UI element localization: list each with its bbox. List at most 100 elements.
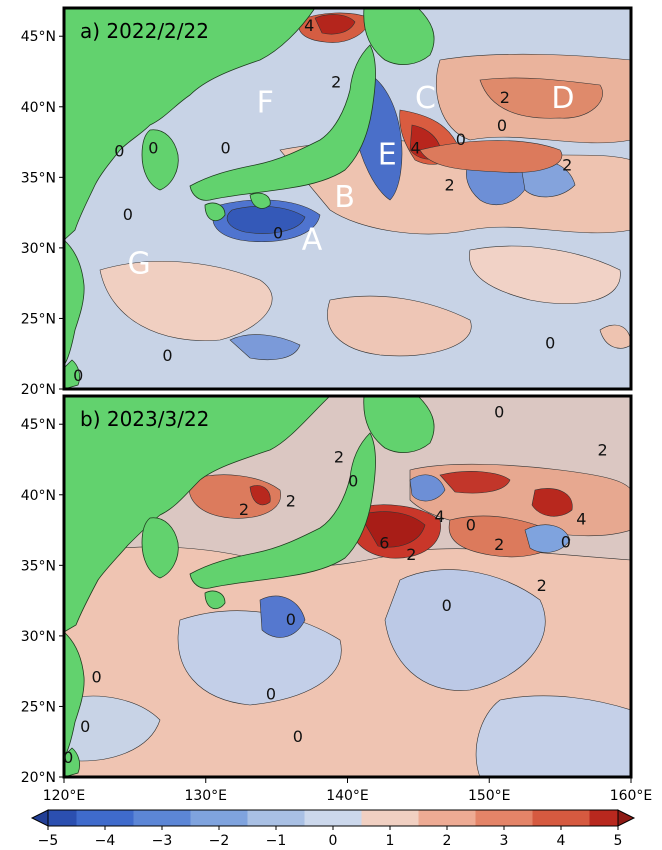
lat-tick-label: 25°N bbox=[21, 311, 56, 327]
panel-a-contour-labels: 0 0 0 0 0 0 0 0 0 0 2 2 2 2 4 4 bbox=[73, 16, 572, 385]
contour-label: 0 bbox=[221, 139, 231, 158]
latitude-axis: 45°N 40°N 35°N 30°N 25°N 20°N 45°N 40°N 35°N 30°N… bbox=[21, 29, 64, 786]
marker-label-e: E bbox=[378, 138, 397, 173]
colorbar-segment bbox=[361, 810, 391, 826]
colorbar-tick-label: −5 bbox=[38, 833, 59, 849]
lat-tick-label: 30°N bbox=[21, 629, 56, 645]
colorbar-tick-label: 0 bbox=[329, 833, 338, 849]
lon-tick-label: 150°E bbox=[468, 788, 511, 804]
colorbar-segment bbox=[48, 810, 77, 826]
colorbar-segment bbox=[133, 810, 163, 826]
contour-label: 2 bbox=[500, 88, 510, 107]
marker-label-b: B bbox=[334, 180, 355, 215]
lon-tick-label: 160°E bbox=[610, 788, 653, 804]
panel-a-markers: AB C D E F G bbox=[128, 81, 575, 281]
contour-label: 2 bbox=[444, 175, 454, 194]
colorbar-tick-label: 4 bbox=[557, 833, 566, 849]
contour-label: 2 bbox=[562, 156, 572, 175]
colorbar-tick-label: −2 bbox=[209, 833, 230, 849]
contour-label: 4 bbox=[410, 139, 420, 158]
contour-label: 0 bbox=[148, 139, 158, 158]
marker-label-f: F bbox=[257, 85, 274, 120]
contour-label: 2 bbox=[598, 441, 608, 460]
contour-label: 0 bbox=[63, 748, 73, 767]
lon-tick-label: 130°E bbox=[184, 788, 227, 804]
contour-label: 2 bbox=[239, 500, 249, 519]
contour-label: 0 bbox=[162, 346, 172, 365]
colorbar-tick-label: 2 bbox=[443, 833, 452, 849]
contour-label: 4 bbox=[435, 507, 445, 526]
panel-a-land bbox=[64, 8, 435, 389]
contour-label: 0 bbox=[273, 223, 283, 242]
colorbar-tick-label: −1 bbox=[266, 833, 287, 849]
colorbar-segment bbox=[475, 810, 505, 826]
contour-label: 2 bbox=[494, 535, 504, 554]
lat-tick-label: 20°N bbox=[21, 770, 56, 786]
colorbar-tick-label: 3 bbox=[500, 833, 509, 849]
contour-label: 4 bbox=[576, 510, 586, 529]
lat-tick-label: 30°N bbox=[21, 241, 56, 257]
contour-label: 2 bbox=[286, 491, 296, 510]
contour-label: 0 bbox=[123, 205, 133, 224]
contour-label: 0 bbox=[348, 472, 358, 491]
panel-a-title: a) 2022/2/22 bbox=[80, 19, 209, 43]
colorbar-segment bbox=[333, 810, 362, 826]
contour-label: 6 bbox=[379, 534, 389, 553]
colorbar-segment bbox=[247, 810, 277, 826]
colorbar-segment bbox=[276, 810, 305, 826]
lon-tick-label: 140°E bbox=[326, 788, 369, 804]
contour-label: 2 bbox=[334, 448, 344, 467]
contour-label: 0 bbox=[561, 532, 571, 551]
colorbar-segment bbox=[105, 810, 134, 826]
lat-tick-label: 40°N bbox=[21, 100, 56, 116]
contour-label: 0 bbox=[497, 116, 507, 135]
contour-label: 0 bbox=[114, 141, 124, 160]
contour-label: 0 bbox=[92, 668, 102, 687]
lat-tick-label: 45°N bbox=[21, 29, 56, 45]
colorbar-min-extension bbox=[30, 809, 49, 827]
panel-b-title: b) 2023/3/22 bbox=[80, 407, 209, 431]
panel-a-frame bbox=[62, 6, 633, 391]
colorbar-segment bbox=[589, 810, 619, 826]
colorbar-segment bbox=[561, 810, 590, 826]
lon-tick-label: 120°E bbox=[43, 788, 86, 804]
marker-label-a: A bbox=[302, 222, 323, 257]
lat-tick-label: 35°N bbox=[21, 170, 56, 186]
marker-label-c: C bbox=[415, 81, 436, 116]
contour-label: 0 bbox=[80, 717, 90, 736]
lat-tick-label: 20°N bbox=[21, 382, 56, 398]
contour-label: 2 bbox=[331, 72, 341, 91]
panel-a-map: a) 2022/2/22 AB C D E F G 0 0 0 0 0 0 0 0 0 0 2 2 2 2 4 4 bbox=[62, 6, 633, 391]
marker-label-d: D bbox=[551, 81, 574, 116]
contour-label: 0 bbox=[293, 727, 303, 746]
longitude-axis: 120°E 130°E 140°E 150°E 160°E bbox=[43, 777, 653, 804]
lat-tick-label: 25°N bbox=[21, 699, 56, 715]
panel-b-land bbox=[64, 396, 435, 777]
colorbar-tick-label: −4 bbox=[95, 833, 116, 849]
lat-tick-label: 35°N bbox=[21, 558, 56, 574]
contour-label: 0 bbox=[442, 596, 452, 615]
colorbar-segment bbox=[504, 810, 533, 826]
colorbar-segment bbox=[532, 810, 562, 826]
marker-label-g: G bbox=[128, 246, 151, 281]
colorbar-segment bbox=[418, 810, 448, 826]
contour-label: 0 bbox=[545, 333, 555, 352]
colorbar-segment bbox=[162, 810, 191, 826]
contour-label: 0 bbox=[466, 515, 476, 534]
colorbar-segment bbox=[76, 810, 106, 826]
lat-tick-label: 40°N bbox=[21, 488, 56, 504]
colorbar-tick-label: −3 bbox=[152, 833, 173, 849]
colorbar-segment bbox=[447, 810, 476, 826]
colorbar-segment bbox=[390, 810, 419, 826]
contour-label: 0 bbox=[286, 610, 296, 629]
lat-tick-label: 45°N bbox=[21, 417, 56, 433]
colorbar-segment bbox=[219, 810, 248, 826]
colorbar-tick-label: 5 bbox=[614, 833, 623, 849]
colorbar: −5 −4 −3 −2 −1 0 1 2 3 4 5 bbox=[30, 809, 636, 849]
contour-label: 4 bbox=[304, 16, 314, 35]
contour-label: 0 bbox=[456, 130, 466, 149]
contour-label: 0 bbox=[266, 685, 276, 704]
colorbar-segment bbox=[190, 810, 220, 826]
